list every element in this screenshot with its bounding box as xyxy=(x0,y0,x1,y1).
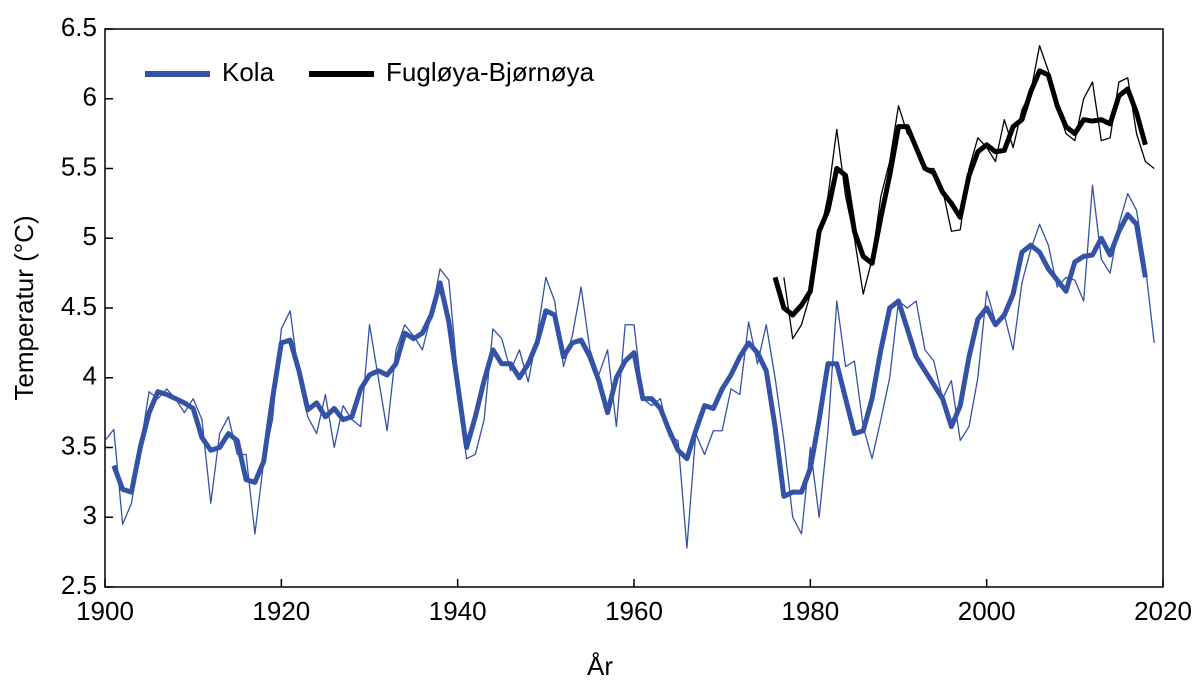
y-tick-label: 4 xyxy=(83,361,97,391)
y-tick-label: 4.5 xyxy=(61,291,97,321)
x-tick-label: 1940 xyxy=(429,596,487,626)
legend-label: Kola xyxy=(222,57,275,87)
y-tick-label: 5 xyxy=(83,221,97,251)
smoothed-line xyxy=(111,212,1148,499)
x-tick-label: 2000 xyxy=(958,596,1016,626)
y-tick-label: 6 xyxy=(83,82,97,112)
plot-frame xyxy=(104,28,1164,588)
y-tick-label: 3 xyxy=(83,500,97,530)
y-tick-label: 2.5 xyxy=(61,570,97,600)
x-tick-label: 1980 xyxy=(781,596,839,626)
smoothed-line xyxy=(772,68,1148,318)
y-tick-label: 3.5 xyxy=(61,430,97,460)
annual-line xyxy=(104,184,1155,549)
x-tick-label: 1920 xyxy=(252,596,310,626)
x-tick-label: 1960 xyxy=(605,596,663,626)
legend-label: Fugløya-Bjørnøya xyxy=(386,57,595,87)
x-axis-label: År xyxy=(587,651,613,681)
y-tick-label: 6.5 xyxy=(61,12,97,42)
y-tick-label: 5.5 xyxy=(61,151,97,181)
x-tick-label: 1900 xyxy=(76,596,134,626)
y-axis-label: Temperatur (°C) xyxy=(9,215,39,400)
x-tick-label: 2020 xyxy=(1134,596,1192,626)
annual-line xyxy=(783,45,1155,340)
